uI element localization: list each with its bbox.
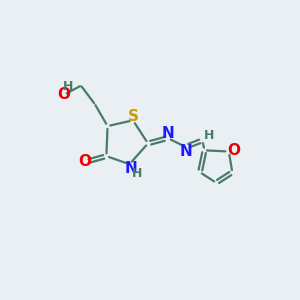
Text: N: N <box>124 161 137 176</box>
Text: N: N <box>180 143 193 158</box>
Text: O: O <box>57 87 70 102</box>
Text: N: N <box>161 126 174 141</box>
Text: S: S <box>128 109 139 124</box>
Text: H: H <box>204 129 214 142</box>
Text: H: H <box>63 80 73 93</box>
Text: O: O <box>79 154 92 169</box>
Text: O: O <box>227 143 240 158</box>
Text: H: H <box>132 167 142 180</box>
